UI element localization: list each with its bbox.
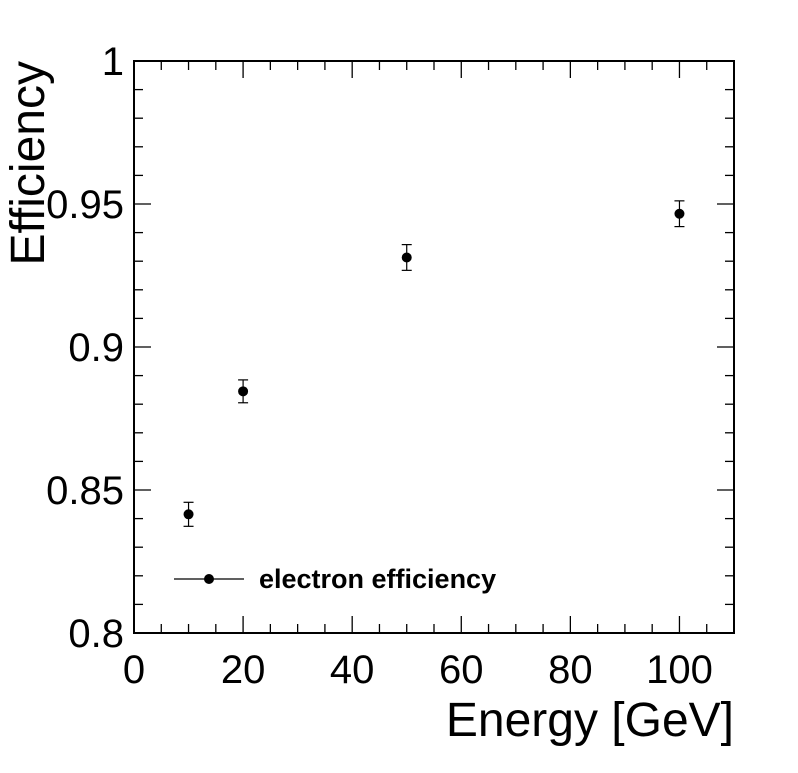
x-tick-label: 20 [221,648,266,692]
legend-label: electron efficiency [259,564,496,594]
x-tick-label: 100 [646,648,713,692]
data-point [238,379,249,404]
y-tick-label: 0.9 [68,326,124,370]
x-tick-label: 0 [123,648,145,692]
y-axis-title: Efficiency [2,61,55,266]
y-tick-label: 1 [102,40,124,84]
x-axis-ticks [133,61,735,633]
y-axis-ticks [134,60,734,634]
point-marker [238,386,249,397]
x-axis-tick-labels: 0 20 40 60 80 100 [123,648,713,692]
data-point [183,501,194,527]
data-points [183,200,685,527]
x-tick-label: 80 [548,648,593,692]
x-axis-title: Energy [GeV] [446,694,734,747]
point-marker [401,252,412,263]
data-point [674,200,685,228]
y-axis-tick-labels: 0.8 0.85 0.9 0.95 1 [46,40,124,656]
y-tick-label: 0.85 [46,469,124,513]
legend-marker [204,574,214,584]
x-tick-label: 60 [439,648,484,692]
x-tick-label: 40 [330,648,375,692]
point-marker [674,208,685,219]
data-point [401,244,412,271]
point-marker [183,509,194,520]
y-tick-label: 0.95 [46,183,124,227]
y-tick-label: 0.8 [68,612,124,656]
legend: electron efficiency [174,564,496,594]
plot-frame [133,60,735,634]
